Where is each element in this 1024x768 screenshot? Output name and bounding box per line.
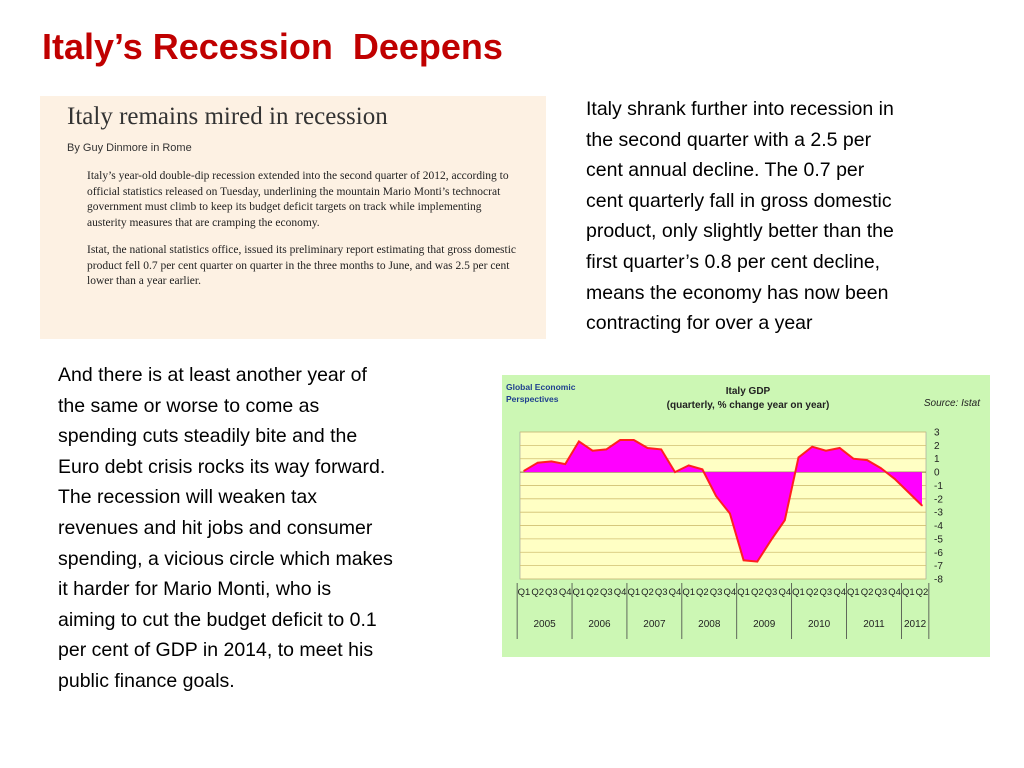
x-quarter-label: Q4 (614, 587, 627, 598)
x-quarter-label: Q1 (737, 587, 750, 598)
gdp-data-point (811, 445, 813, 448)
chart-source: Source: Istat (924, 398, 981, 409)
gdp-data-point (770, 539, 772, 541)
gdp-data-point (729, 512, 731, 515)
clipping-headline: Italy remains mired in recession (67, 103, 388, 130)
gdp-data-point (687, 464, 690, 467)
gdp-data-point (825, 449, 827, 452)
gdp-data-point (633, 439, 635, 441)
x-quarter-label: Q2 (586, 587, 599, 598)
x-year-label: 2010 (808, 619, 831, 630)
gdp-data-point (523, 470, 525, 472)
gdp-data-point (701, 468, 704, 471)
gdp-chart-svg: Global Economic Perspectives Italy GDP (… (506, 382, 981, 639)
chart-subtitle: (quarterly, % change year on year) (667, 400, 830, 411)
x-year-label: 2009 (753, 619, 776, 630)
y-tick-label: -1 (934, 481, 943, 492)
y-tick-label: -2 (934, 494, 943, 505)
gdp-data-point (674, 471, 676, 473)
chart-brand-line-1: Global Economic (506, 382, 576, 392)
y-tick-label: -7 (934, 561, 943, 572)
x-quarter-label: Q1 (902, 587, 915, 598)
x-quarter-label: Q3 (710, 587, 723, 598)
gdp-data-point (756, 560, 759, 563)
y-tick-label: -5 (934, 534, 943, 545)
clipping-byline: By Guy Dinmore in Rome (67, 142, 192, 154)
gdp-area-fill (524, 440, 922, 562)
gdp-data-point (619, 439, 621, 441)
x-quarter-label: Q1 (573, 587, 586, 598)
y-tick-label: 3 (934, 428, 940, 439)
x-quarter-label: Q2 (531, 587, 544, 598)
x-quarter-label: Q3 (765, 587, 778, 598)
x-quarter-label: Q4 (778, 587, 791, 598)
x-quarter-label: Q3 (655, 587, 668, 598)
gdp-data-point (715, 495, 717, 497)
x-quarter-label: Q2 (696, 587, 709, 598)
gdp-data-point (907, 491, 910, 493)
gdp-data-point (742, 559, 745, 562)
x-quarter-label: Q3 (874, 587, 887, 598)
x-quarter-label: Q1 (627, 587, 640, 598)
x-year-label: 2007 (643, 619, 666, 630)
gdp-data-point (852, 457, 855, 460)
gdp-series-line (523, 439, 923, 563)
y-tick-label: -8 (934, 575, 943, 586)
x-quarter-label: Q2 (751, 587, 764, 598)
x-year-label: 2011 (863, 619, 885, 630)
gdp-data-point (921, 504, 923, 507)
gdp-data-point (564, 463, 566, 465)
gdp-data-point (893, 478, 896, 480)
gdp-chart: Global Economic Perspectives Italy GDP (… (502, 375, 990, 657)
x-quarter-label: Q3 (545, 587, 558, 598)
x-quarter-label: Q2 (916, 587, 929, 598)
x-year-label: 2006 (588, 619, 611, 630)
gdp-data-point (866, 459, 868, 461)
clipping-paragraph-2: Istat, the national statistics office, i… (87, 244, 517, 287)
x-quarter-label: Q4 (669, 587, 682, 598)
x-quarter-label: Q4 (724, 587, 737, 598)
news-clipping: Italy remains mired in recession By Guy … (40, 96, 546, 339)
x-quarter-label: Q1 (682, 587, 695, 598)
gdp-data-point (838, 447, 841, 449)
gdp-data-point (880, 467, 882, 469)
x-quarter-label: Q1 (792, 587, 805, 598)
y-tick-label: 0 (934, 468, 940, 479)
outlook-text: And there is at least another year of th… (58, 364, 393, 692)
y-tick-label: 1 (934, 454, 940, 465)
x-year-label: 2005 (533, 619, 556, 630)
x-quarter-label: Q3 (600, 587, 613, 598)
y-tick-label: -4 (934, 521, 943, 532)
x-quarter-label: Q4 (888, 587, 901, 598)
y-tick-label: 2 (934, 441, 940, 452)
x-quarter-label: Q2 (641, 587, 654, 598)
gdp-data-point (660, 448, 662, 451)
gdp-data-point (578, 440, 580, 443)
gdp-data-point (646, 447, 649, 449)
gdp-data-point (797, 456, 800, 459)
chart-brand-line-2: Perspectives (506, 394, 559, 404)
slide-title: Italy’s Recession Deepens (42, 26, 503, 67)
x-quarter-label: Q2 (806, 587, 819, 598)
gdp-data-point (550, 460, 553, 463)
x-quarter-label: Q4 (559, 587, 572, 598)
gdp-data-point (605, 448, 608, 451)
summary-text: Italy shrank further into recession in t… (586, 98, 894, 335)
gdp-data-point (536, 461, 539, 464)
x-quarter-label: Q4 (833, 587, 846, 598)
x-quarter-label: Q1 (847, 587, 860, 598)
y-tick-label: -3 (934, 508, 943, 519)
x-quarter-label: Q2 (861, 587, 874, 598)
clipping-paragraph-1: Italy’s year-old double-dip recession ex… (87, 170, 509, 229)
x-year-label: 2008 (698, 619, 721, 630)
gdp-data-point (784, 519, 786, 521)
chart-title: Italy GDP (726, 386, 771, 397)
x-quarter-label: Q3 (820, 587, 833, 598)
y-tick-label: -6 (934, 548, 943, 559)
x-quarter-label: Q1 (518, 587, 531, 598)
x-year-label: 2012 (904, 619, 927, 630)
gdp-data-point (591, 449, 594, 452)
